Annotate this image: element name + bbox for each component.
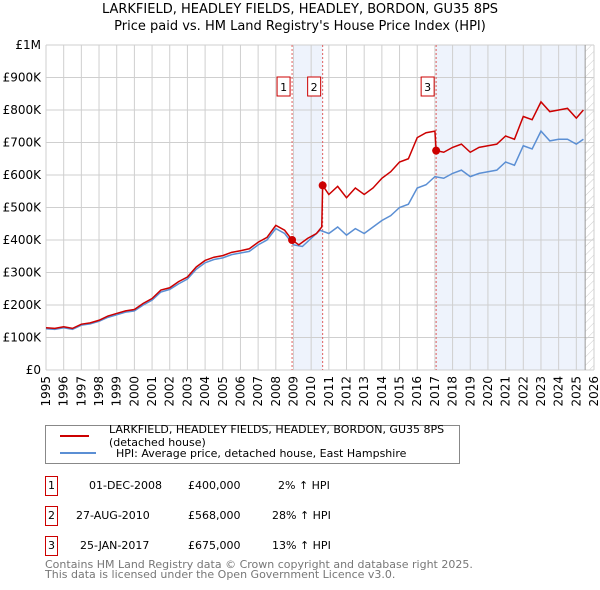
sale-date: 25-JAN-2017: [80, 539, 150, 552]
sale-point: [288, 236, 297, 244]
y-tick-label: £400K: [3, 233, 43, 247]
legend: LARKFIELD, HEADLEY FIELDS, HEADLEY, BORD…: [45, 423, 460, 464]
x-tick-label: 2024: [552, 376, 566, 407]
sale-marker-label: 1: [45, 476, 58, 496]
x-tick-label: 2003: [180, 376, 194, 407]
sale-row-3: 3 25-JAN-2017 £675,000 13% ↑ HPI: [45, 536, 445, 556]
y-tick-label: £500K: [3, 201, 43, 215]
x-tick-label: 1996: [57, 376, 71, 407]
x-tick-label: 2013: [357, 376, 371, 407]
x-tick-label: 2014: [375, 376, 389, 407]
y-tick-label: £100K: [3, 331, 43, 345]
sale-row-1: 1 01-DEC-2008 £400,000 2% ↑ HPI: [45, 476, 445, 496]
sale-hpi-diff: 13% ↑ HPI: [272, 539, 331, 552]
x-tick-label: 2004: [198, 376, 212, 407]
property-price-line: [45, 100, 584, 330]
x-tick-label: 2005: [216, 376, 230, 407]
sale-hpi-diff: 2% ↑ HPI: [278, 479, 330, 492]
sale-marker-label: 2: [45, 506, 58, 526]
x-tick-label: 1999: [110, 376, 124, 407]
y-tick-label: £300K: [3, 266, 43, 280]
sale-date: 27-AUG-2010: [76, 509, 150, 522]
x-tick-label: 2008: [269, 376, 283, 407]
footer-licence: This data is licensed under the Open Gov…: [45, 568, 396, 581]
footer-copyright: Contains HM Land Registry data © Crown c…: [45, 558, 473, 571]
chart-title: LARKFIELD, HEADLEY FIELDS, HEADLEY, BORD…: [101, 2, 499, 17]
x-tick-label: 1997: [74, 376, 88, 407]
x-tick-label: 2021: [499, 376, 513, 407]
legend-swatch-hpi: [60, 452, 96, 454]
sale-marker-number: 2: [311, 81, 318, 94]
x-tick-label: 2022: [516, 376, 530, 407]
x-tick-label: 1995: [39, 376, 53, 407]
x-tick-label: 2000: [127, 376, 141, 407]
x-tick-label: 1998: [92, 376, 106, 407]
y-tick-label: £800K: [3, 103, 43, 117]
x-tick-label: 2019: [463, 376, 477, 407]
x-tick-label: 2009: [286, 376, 300, 407]
x-tick-label: 2002: [163, 376, 177, 407]
x-tick-label: 2007: [251, 376, 265, 407]
y-tick-label: £900K: [3, 71, 43, 85]
sale-price: £568,000: [188, 509, 241, 522]
y-tick-label: £1M: [15, 38, 41, 52]
x-tick-label: 2017: [428, 376, 442, 407]
sale-marker-number: 3: [424, 81, 431, 94]
x-tick-label: 2006: [233, 376, 247, 407]
sale-marker-label: 3: [45, 536, 58, 556]
x-tick-label: 2011: [322, 376, 336, 407]
sale-hpi-diff: 28% ↑ HPI: [272, 509, 331, 522]
x-tick-label: 2026: [587, 376, 600, 407]
price-chart: 1995 1996 1997 1998 1999 2000 2001 2002 2003 2004…: [3, 38, 600, 407]
x-tick-label: 2015: [393, 376, 407, 407]
x-tick-label: 2012: [340, 376, 354, 407]
x-tick-label: 2001: [145, 376, 159, 407]
y-tick-label: £600K: [3, 168, 43, 182]
footer: Contains HM Land Registry data © Crown c…: [45, 558, 473, 581]
sale-price: £675,000: [188, 539, 241, 552]
sale-marker-box: [276, 76, 291, 97]
sale-point: [318, 181, 327, 190]
sale-marker-number: 1: [280, 81, 287, 94]
sale-point: [432, 146, 441, 155]
x-tick-label: 2010: [304, 376, 318, 407]
y-tick-label: £200K: [3, 298, 43, 312]
y-tick-label: £0: [26, 363, 41, 377]
legend-label-property: LARKFIELD, HEADLEY FIELDS, HEADLEY, BORD…: [108, 423, 445, 449]
chart-subtitle: Price paid vs. HM Land Registry's House …: [114, 19, 486, 34]
y-tick-label: £700K: [3, 136, 43, 150]
sale-marker-box: [307, 76, 322, 97]
legend-label-hpi: HPI: Average price, detached house, East…: [116, 446, 407, 460]
x-tick-label: 2023: [534, 376, 548, 407]
sale-marker-box: [420, 76, 435, 97]
x-tick-label: 2020: [481, 376, 495, 407]
x-tick-label: 2018: [446, 376, 460, 407]
sale-row-2: 2 27-AUG-2010 £568,000 28% ↑ HPI: [45, 506, 445, 526]
sale-date: 01-DEC-2008: [89, 479, 163, 492]
x-tick-label: 2016: [410, 376, 424, 407]
sale-price: £400,000: [188, 479, 241, 492]
legend-swatch-property: [60, 435, 89, 437]
x-tick-label: 2025: [569, 376, 583, 407]
